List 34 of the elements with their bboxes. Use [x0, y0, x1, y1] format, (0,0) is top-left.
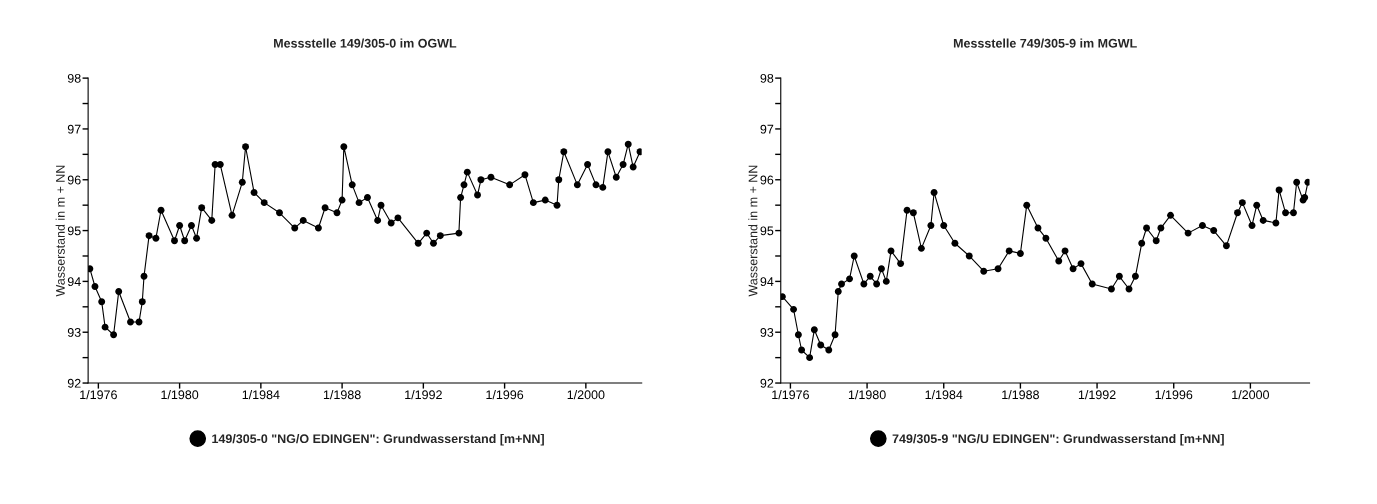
x-tick-label: 1/1988: [323, 389, 361, 400]
y-axis-title: Wasserstand in m + NN: [55, 165, 65, 297]
y-tick-label: 98: [760, 73, 774, 83]
x-tick-label: 1/1992: [405, 389, 442, 400]
y-axis-title: Wasserstand in m + NN: [748, 165, 758, 297]
y-tick-label: 98: [67, 73, 81, 83]
y-tick-label: 95: [760, 226, 774, 236]
chart-title: Messstelle 149/305-0 im OGWL: [274, 38, 457, 48]
chart-title: Messstelle 749/305-9 im MGWL: [953, 38, 1137, 48]
x-tick-label: 1/1996: [1155, 389, 1193, 400]
y-tick-label: 94: [760, 277, 774, 287]
y-tick-label: 93: [760, 328, 774, 337]
y-tick-label: 93: [67, 328, 81, 337]
y-tick-label: 92: [760, 378, 774, 388]
x-tick-label: 1/2000: [567, 389, 605, 400]
x-tick-label: 1/1976: [80, 389, 117, 400]
x-tick-label: 1/1984: [925, 389, 963, 400]
x-tick-label: 1/1988: [1002, 389, 1039, 400]
x-tick-label: 1/1992: [1078, 389, 1116, 400]
y-tick-label: 97: [67, 124, 81, 134]
y-tick-label: 96: [67, 175, 81, 185]
y-tick-label: 97: [760, 124, 774, 134]
x-tick-label: 1/1980: [161, 389, 199, 400]
x-tick-label: 1/1980: [848, 389, 886, 400]
x-tick-label: 1/1996: [486, 389, 524, 400]
x-tick-label: 1/2000: [1232, 389, 1270, 400]
legend-label: 149/305-0 "NG/O EDINGEN": Grundwasserstand [m+NN]: [212, 433, 544, 446]
legend-label: 749/305-9 "NG/U EDINGEN": Grundwasserstand [m+NN]: [892, 433, 1224, 446]
x-tick-label: 1/1976: [772, 389, 809, 400]
y-tick-label: 95: [67, 226, 81, 236]
y-tick-label: 96: [760, 175, 774, 185]
y-tick-label: 94: [67, 277, 81, 287]
x-tick-label: 1/1984: [242, 389, 280, 400]
y-tick-label: 92: [67, 378, 81, 388]
